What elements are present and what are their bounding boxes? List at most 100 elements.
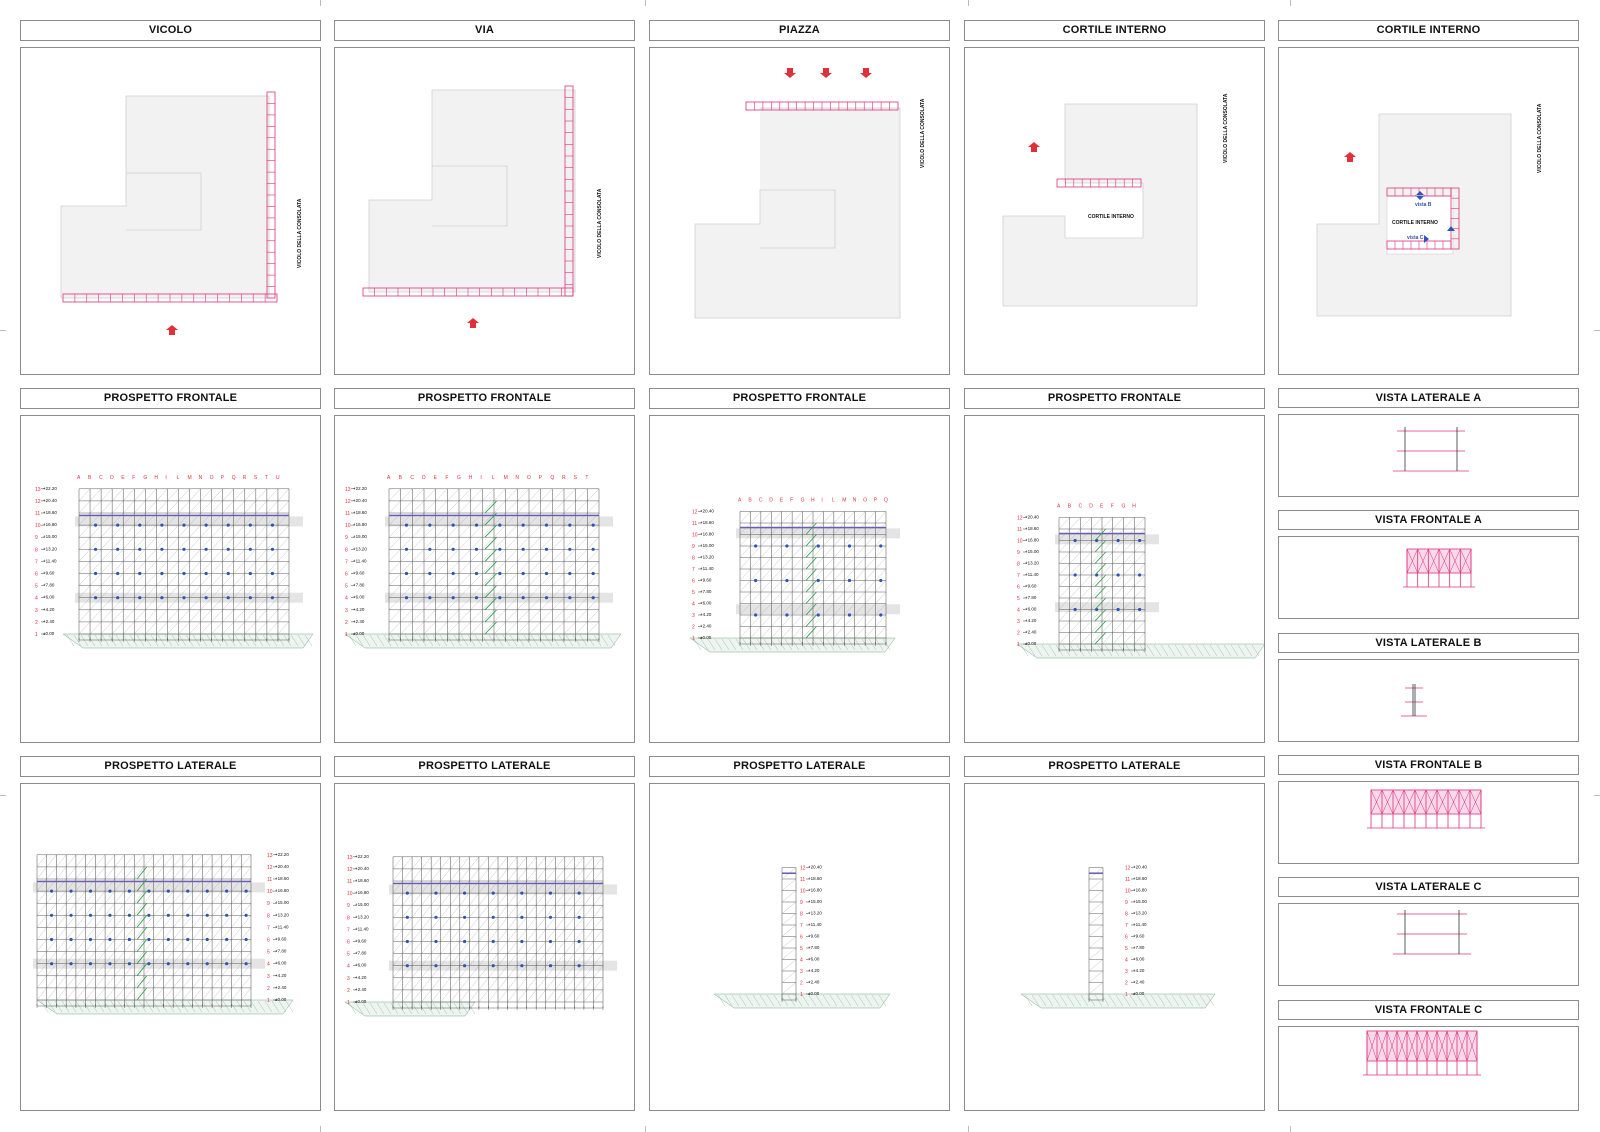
anchor-point [405,939,409,944]
frame-brace [1386,1030,1398,1062]
ground-hatch-line [229,1000,238,1013]
brace-line [100,488,113,502]
anchor-point [182,523,186,527]
brace-line [771,557,782,570]
level-number: 12 [345,499,351,505]
brace-line [75,891,86,904]
anchor-point [166,962,170,966]
brace-line [134,927,145,940]
brace-line [182,939,193,952]
brace-line [760,626,772,639]
cortile-label: CORTILE INTERNO [1392,220,1438,226]
brace-line [458,488,471,502]
ground-hatch-line [178,634,187,647]
brace-line [574,941,585,954]
ground-hatch-line [544,634,553,647]
level-number: 11 [692,521,697,527]
brace-line [192,866,203,880]
brace-line [411,929,422,942]
brace-line [488,856,499,869]
anchor-point [474,523,479,527]
brace-line [555,905,565,918]
scaffold-plan [62,91,278,303]
stair-flight [1094,632,1107,645]
brace-line [388,537,401,550]
frame-brace [1370,789,1383,815]
brace-line [450,941,460,954]
brace-line [134,975,145,988]
brace-line [1134,574,1146,587]
anchor-point [160,523,164,527]
frame-brace [1406,548,1418,574]
level-number: 12 [347,867,353,873]
brace-line [431,977,441,990]
ground-hatch-line [348,634,357,647]
trim-mark [1290,0,1291,6]
brace-line [1058,517,1070,530]
frame-brace [1392,789,1405,815]
brace-line [563,609,576,623]
anchor-point [591,596,595,600]
ground-hatch-line [75,1000,84,1013]
level-mark: +15.00 [43,534,57,539]
anchor-point [498,523,502,527]
ground-hatch-line [290,634,299,647]
brace-line [402,856,413,869]
brace-line [587,597,600,610]
brace-line [56,951,67,964]
brace-line [854,580,866,593]
ground-hatch-line [1139,644,1148,657]
brace-line [1058,586,1070,599]
brace-line [178,488,190,502]
brace-line [1134,563,1146,576]
brace-line [552,561,565,574]
anchor-point [248,596,252,600]
detail-panel-vista-frontale-b [1278,781,1579,864]
level-mark: +6.00 [1025,607,1037,612]
brace-line [528,500,541,514]
ground-hatch-line [481,634,490,647]
brace-line [266,573,279,586]
ground-hatch-line [805,638,814,651]
brace-line [505,549,518,562]
ground-hatch-line [404,634,413,647]
level-mark: +13.20 [275,912,289,917]
brace-line [211,975,222,988]
grid-letter: U [276,475,280,481]
detail-title-vista-laterale-a: VISTA LATERALE A [1278,388,1579,408]
ground-hatch-line [1108,994,1117,1007]
level-mark: +11.40 [808,922,822,927]
brace-line [153,866,164,880]
brace-line [563,500,576,514]
ground-hatch-line [593,634,602,647]
anchor-point [451,523,455,527]
brace-line [200,561,212,574]
grid-letter: A [1057,504,1061,510]
brace-line [123,488,135,502]
level-mark: +7.80 [808,945,820,950]
brace-line [95,854,106,867]
brace-line [200,573,212,586]
brace-line [412,585,425,598]
brace-line [231,891,242,904]
brace-line [211,891,222,904]
ground-hatch-line [1055,644,1064,657]
brace-line [505,609,518,623]
brace-line [552,537,565,550]
anchor-point [138,571,142,576]
brace-line [802,580,814,593]
brace-line [392,856,403,869]
brace-line [587,549,600,562]
brace-line [459,953,470,966]
brace-line [447,609,460,623]
ground-hatch-line [241,634,250,647]
brace-line [167,549,179,562]
brace-line [760,591,772,604]
level-number: 2 [267,986,270,992]
brace-line [156,537,168,550]
brace-line [478,953,489,966]
brace-line [1069,609,1081,622]
frame-brace [1406,1030,1418,1062]
street-label: VICOLO DELLA CONSOLATA [1223,93,1229,163]
ground-hatch-line [348,1002,357,1015]
